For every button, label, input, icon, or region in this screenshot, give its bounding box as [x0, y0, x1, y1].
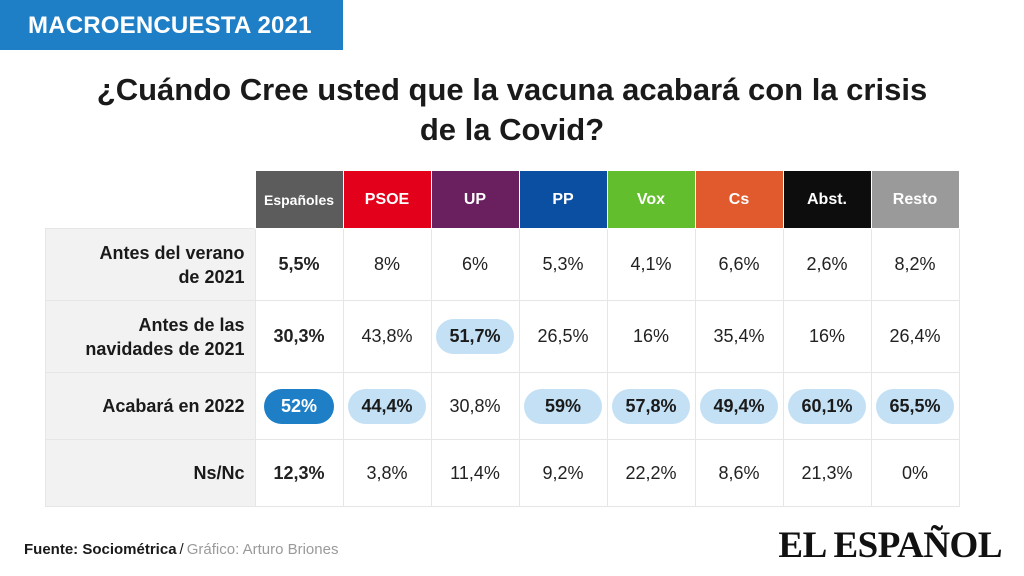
value-label: 16% [808, 326, 846, 346]
corner-cell [45, 170, 255, 229]
value-label: 3,8% [366, 462, 408, 483]
highlight-pill: 65,5% [876, 388, 954, 424]
highlight-pill: 44,4% [348, 388, 426, 424]
value-label: 5,5% [278, 254, 320, 274]
column-header: Vox [606, 170, 696, 229]
column-header: UP [430, 170, 520, 229]
value-cell: 2,6% [782, 228, 872, 301]
value-cell: 6,6% [694, 228, 784, 301]
highlight-pill: 49,4% [700, 388, 778, 424]
value-cell: 21,3% [782, 439, 872, 507]
value-label: 26,4% [889, 326, 941, 346]
value-cell: 51,7% [430, 300, 520, 373]
column-header: PP [518, 170, 608, 229]
value-cell: 44,4% [342, 372, 432, 440]
column-header: Españoles [254, 170, 344, 229]
value-cell: 59% [518, 372, 608, 440]
row-label-line-2: de 2021 [178, 266, 245, 287]
value-cell: 60,1% [782, 372, 872, 440]
row-label-line-2: navidades de 2021 [85, 338, 245, 359]
value-cell: 57,8% [606, 372, 696, 440]
source-label: Fuente: Sociométrica [24, 541, 177, 558]
source-line: Fuente: Sociométrica / Gráfico: Arturo Bri… [24, 541, 338, 558]
column-header: Cs [694, 170, 784, 229]
column-header: Abst. [782, 170, 872, 229]
row-label-line-1: Ns/Nc [193, 463, 245, 483]
value-cell: 8,6% [694, 439, 784, 507]
source-separator: / [179, 541, 184, 558]
el-espanol-logo: EL ESPAÑOL [778, 525, 1002, 566]
value-label: 21,3% [801, 462, 853, 483]
value-cell: 9,2% [518, 439, 608, 507]
table-row: Antes del verano de 2021 5,5% 8% 6% 5,3% 4,1% 6… [45, 228, 960, 301]
value-cell: 35,4% [694, 300, 784, 373]
value-label: 43,8% [361, 326, 413, 346]
value-cell: 6% [430, 228, 520, 301]
value-cell: 22,2% [606, 439, 696, 507]
value-label: 26,5% [537, 326, 589, 346]
value-cell: 43,8% [342, 300, 432, 373]
value-cell: 26,5% [518, 300, 608, 373]
title-line-2: de la Covid? [419, 112, 605, 147]
value-cell: 65,5% [870, 372, 960, 440]
value-label: 2,6% [806, 254, 848, 274]
title-line-1: ¿Cuándo Cree usted que la vacuna acabará… [96, 72, 928, 107]
highlight-pill: 60,1% [788, 388, 866, 424]
header-row: Españoles PSOE UP PP Vox Cs Abst. Resto [45, 170, 960, 229]
row-label: Antes del verano de 2021 [45, 228, 256, 301]
value-label: 6,6% [718, 254, 760, 274]
row-label-line-1: Acabará en 2022 [102, 396, 245, 416]
value-cell: 12,3% [254, 439, 344, 507]
value-cell: 26,4% [870, 300, 960, 373]
value-cell: 4,1% [606, 228, 696, 301]
row-label: Acabará en 2022 [45, 372, 256, 440]
value-label: 11,4% [450, 462, 500, 483]
highlight-pill: 59% [524, 388, 602, 424]
table-row: Ns/Nc 12,3% 3,8% 11,4% 9,2% 22,2% 8,6% 21,3% 0% [45, 439, 960, 507]
value-cell: 0% [870, 439, 960, 507]
row-label-line-1: Antes del verano [99, 242, 245, 263]
table-row: Acabará en 2022 52% 44,4% 30,8% 59% 57,8% 49,4… [45, 372, 960, 440]
value-cell: 16% [606, 300, 696, 373]
value-label: 8,6% [718, 462, 760, 483]
value-label: 12,3% [273, 462, 325, 483]
row-label-line-1: Antes de las [138, 314, 245, 335]
value-label: 6% [461, 254, 488, 274]
value-cell: 8,2% [870, 228, 960, 301]
highlight-pill: 57,8% [612, 388, 690, 424]
value-cell: 30,8% [430, 372, 520, 440]
value-cell: 11,4% [430, 439, 520, 507]
row-label: Antes de las navidades de 2021 [45, 300, 256, 373]
value-label: 5,3% [542, 254, 584, 274]
results-table: Españoles PSOE UP PP Vox Cs Abst. Resto … [45, 170, 960, 507]
value-cell: 5,3% [518, 228, 608, 301]
chart-title: ¿Cuándo Cree usted que la vacuna acabará… [90, 70, 934, 150]
value-label: 30,3% [273, 326, 325, 346]
value-label: 22,2% [625, 462, 677, 483]
value-label: 9,2% [542, 462, 584, 483]
value-label: 4,1% [630, 254, 672, 274]
value-cell: 3,8% [342, 439, 432, 507]
value-cell: 16% [782, 300, 872, 373]
survey-badge: MACROENCUESTA 2021 [0, 0, 343, 50]
highlight-pill: 51,7% [436, 319, 514, 354]
value-cell: 5,5% [254, 228, 344, 301]
graphic-credit: Gráfico: Arturo Briones [186, 541, 339, 558]
table-body: Antes del verano de 2021 5,5% 8% 6% 5,3% 4,1% 6… [45, 228, 960, 507]
value-label: 8,2% [894, 254, 936, 274]
value-label: 0% [901, 462, 928, 483]
column-header: PSOE [342, 170, 432, 229]
value-label: 35,4% [713, 326, 765, 346]
value-cell: 49,4% [694, 372, 784, 440]
value-cell: 52% [254, 372, 344, 440]
value-label: 16% [632, 326, 670, 346]
value-label: 8% [373, 254, 400, 274]
column-header: Resto [870, 170, 960, 229]
value-cell: 30,3% [254, 300, 344, 373]
table-row: Antes de las navidades de 2021 30,3% 43,8% 5… [45, 300, 960, 373]
value-label: 30,8% [449, 395, 501, 416]
highlight-pill: 52% [264, 388, 334, 424]
row-label: Ns/Nc [45, 439, 256, 507]
value-cell: 8% [342, 228, 432, 301]
